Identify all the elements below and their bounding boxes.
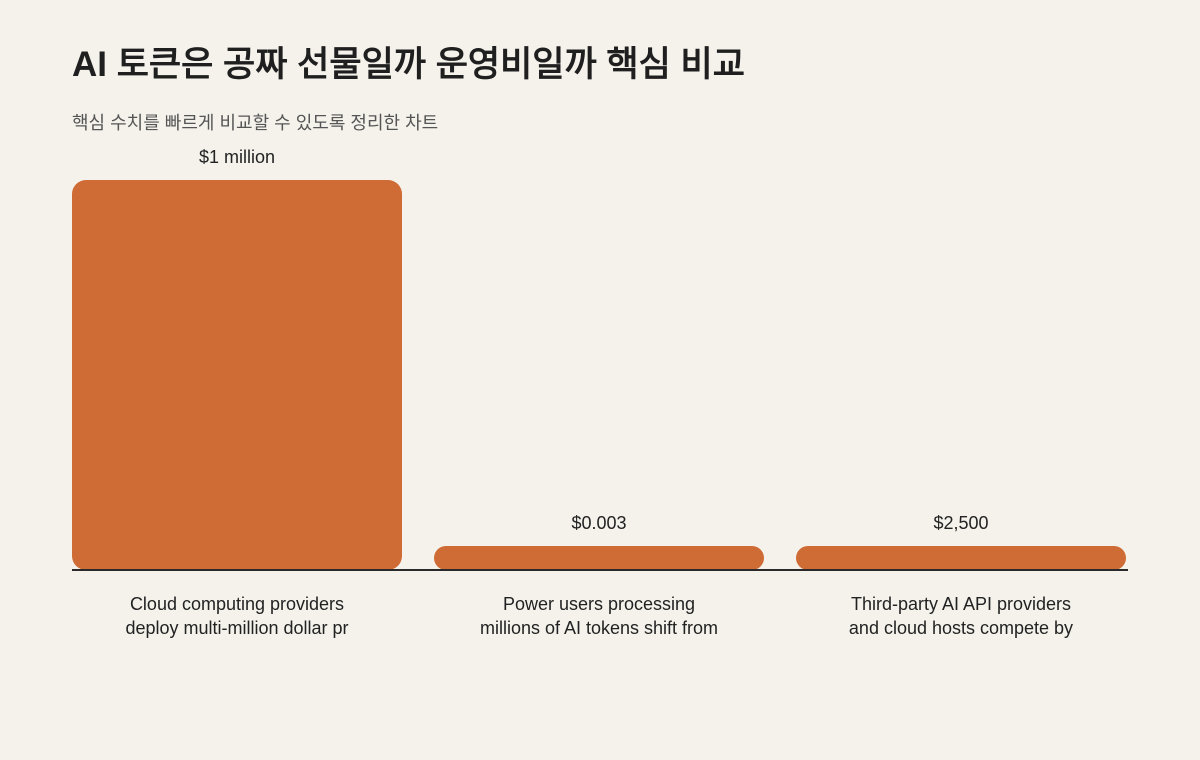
value-label: $0.003 — [571, 513, 627, 533]
x-tick-label: Power users processing millions of AI to… — [479, 594, 719, 638]
x-tick-label: Cloud computing providers deploy multi-m… — [125, 594, 349, 638]
value-label: $2,500 — [933, 513, 989, 533]
chart-title: AI 토큰은 공짜 선물일까 운영비일까 핵심 비교 — [72, 45, 745, 84]
chart-subtitle: 핵심 수치를 빠르게 비교할 수 있도록 정리한 차트 — [72, 113, 439, 133]
bar — [72, 180, 402, 570]
bar — [796, 546, 1126, 570]
baseline — [72, 569, 1128, 571]
x-tick-label: Third-party AI API providers and cloud h… — [848, 594, 1074, 638]
bar — [434, 546, 764, 570]
value-label: $1 million — [198, 147, 276, 167]
